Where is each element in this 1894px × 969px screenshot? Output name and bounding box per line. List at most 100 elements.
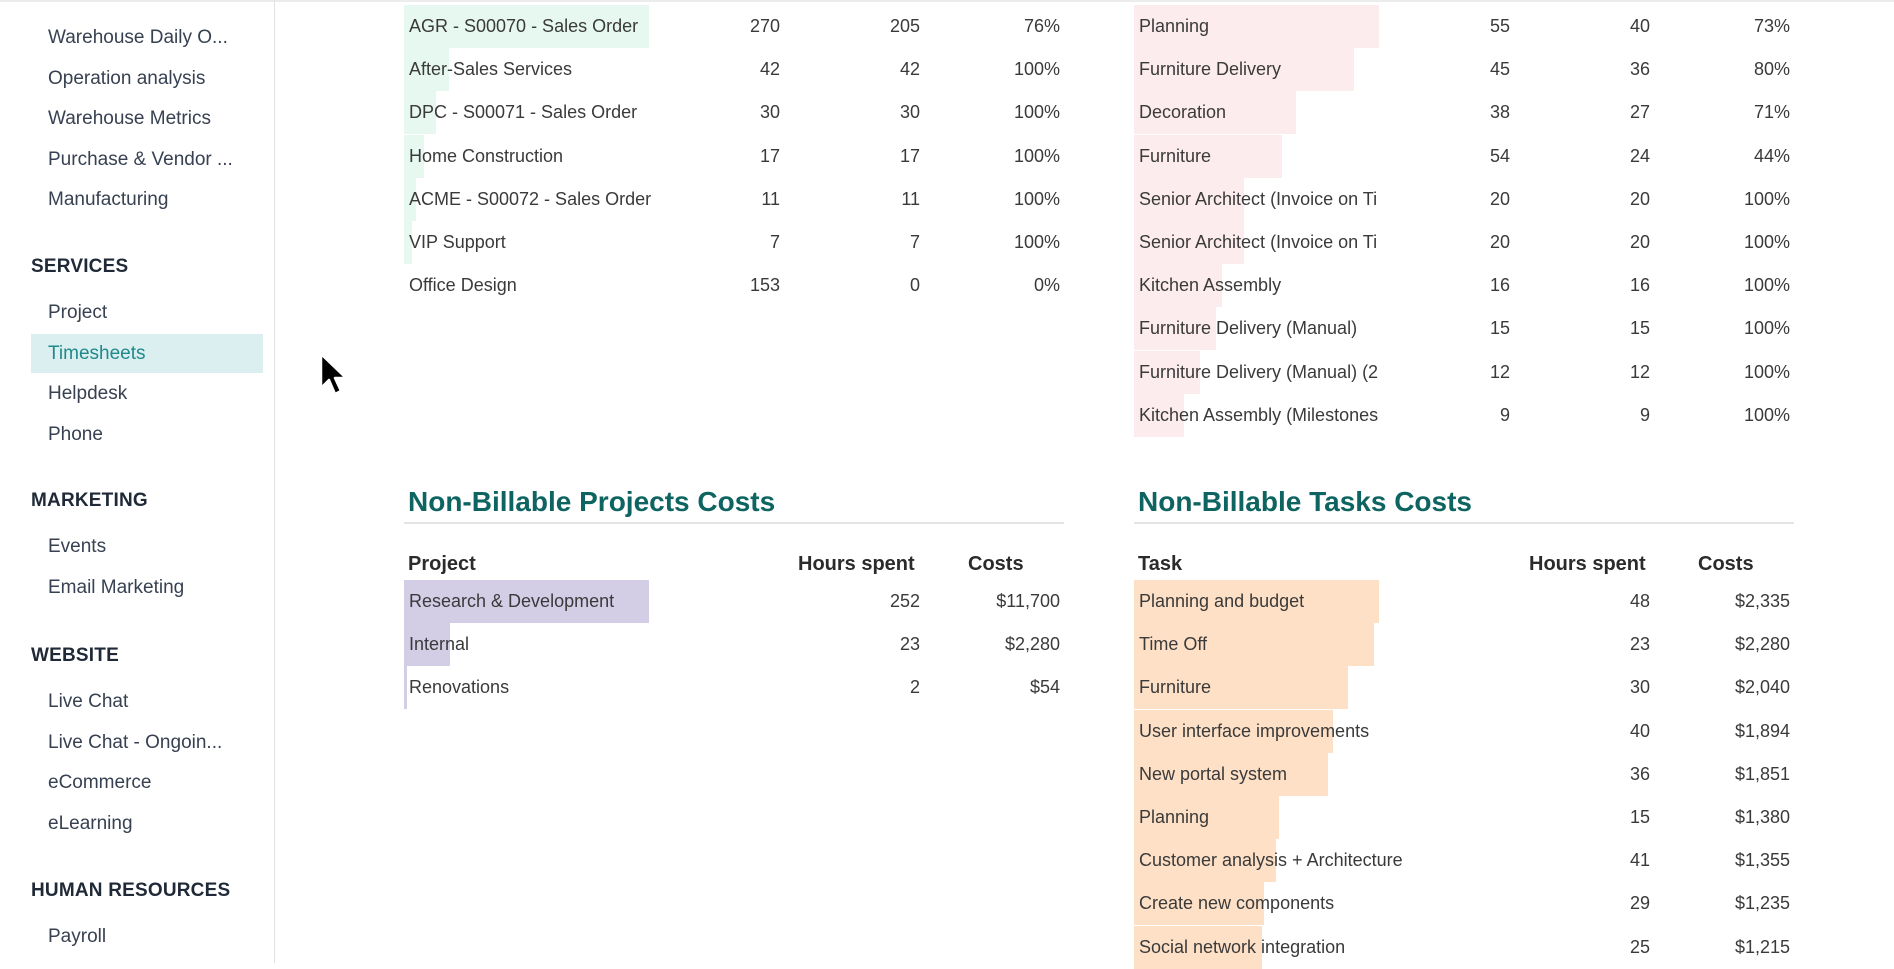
sidebar-item[interactable]: Manufacturing (48, 189, 169, 210)
row-name: Create new components (1139, 893, 1335, 914)
sidebar-item[interactable]: Warehouse Daily O... (48, 27, 228, 48)
cell-rate: 100% (1743, 232, 1790, 252)
column-header-project[interactable]: Project (408, 553, 476, 575)
column-header-costs[interactable]: Costs (968, 553, 1024, 575)
table-row[interactable]: Senior Architect (Invoice on Ti 20 20 100% (1134, 177, 1794, 221)
data-bar (404, 666, 407, 710)
data-bar (1134, 393, 1184, 437)
row-name: AGR - S00070 - Sales Order (409, 16, 639, 36)
table-row[interactable]: After-Sales Services 42 42 100% (404, 48, 1064, 92)
cell-costs: $2,040 (1734, 677, 1790, 698)
cell-billed: 7 (909, 232, 920, 252)
sidebar-item-timesheets[interactable]: Timesheets (31, 333, 263, 373)
data-bar (1134, 177, 1244, 221)
table-row[interactable]: Senior Architect (Invoice on Ti 20 20 100% (1134, 221, 1794, 264)
cell-billed: 15 (1629, 318, 1650, 339)
cell-hours: 29 (1629, 893, 1650, 914)
sidebar-section-heading: MARKETING (31, 490, 148, 511)
cell-rate: 44% (1753, 145, 1790, 166)
table-row[interactable]: Social network integration 25 $1,215 (1134, 925, 1794, 969)
sidebar-item[interactable]: Warehouse Metrics (48, 108, 211, 129)
row-name: Planning (1139, 16, 1210, 36)
cell-costs: $2,335 (1734, 591, 1790, 611)
table-row[interactable]: New portal system 36 $1,851 (1134, 752, 1794, 796)
cell-billed: 16 (1629, 275, 1650, 296)
cell-billed: 205 (889, 16, 920, 36)
cell-costs: $1,215 (1734, 936, 1790, 957)
sidebar-item-events[interactable]: Events (48, 536, 107, 557)
column-header-task[interactable]: Task (1138, 553, 1183, 575)
row-name: Customer analysis + Architecture (1139, 850, 1403, 871)
sidebar-item-helpdesk[interactable]: Helpdesk (48, 383, 128, 404)
sidebar-item-project[interactable]: Project (48, 302, 108, 323)
table-row[interactable]: Create new components 29 $1,235 (1134, 882, 1794, 926)
row-name: Furniture (1139, 145, 1212, 166)
cell-hours: 11 (761, 188, 780, 209)
cell-hours: 2 (909, 677, 920, 698)
sidebar-item-elearning[interactable]: eLearning (48, 812, 133, 834)
cell-rate: 73% (1753, 16, 1790, 36)
sidebar-item[interactable]: Operation analysis (48, 67, 206, 89)
row-name: Time Off (1139, 634, 1208, 655)
cell-hours: 55 (1489, 16, 1510, 36)
table-row[interactable]: Planning 15 $1,380 (1134, 796, 1794, 839)
table-row[interactable]: Planning 55 40 73% (1134, 5, 1794, 48)
cell-hours: 54 (1489, 145, 1510, 166)
sidebar-item-payroll[interactable]: Payroll (48, 926, 107, 947)
table-row[interactable]: Furniture Delivery (Manual) 15 15 100% (1134, 307, 1794, 351)
row-name: Furniture (1139, 677, 1212, 698)
table-row[interactable]: AGR - S00070 - Sales Order 270 205 76% (404, 5, 1064, 48)
table-row[interactable]: Kitchen Assembly (Milestones 9 9 100% (1134, 393, 1794, 437)
row-name: Senior Architect (Invoice on Ti (1139, 188, 1378, 209)
data-bar (404, 91, 436, 135)
table-row[interactable]: Home Construction 17 17 100% (404, 134, 1064, 178)
data-bar (1134, 5, 1379, 48)
cell-costs: $11,700 (996, 591, 1060, 611)
table-row[interactable]: Internal 23 $2,280 (404, 623, 1064, 667)
sidebar-item-phone[interactable]: Phone (48, 423, 103, 445)
sidebar-item[interactable]: Purchase & Vendor ... (48, 148, 233, 170)
cell-costs: $1,380 (1734, 807, 1790, 827)
cell-hours: 48 (1629, 591, 1650, 611)
table-row[interactable]: User interface improvements 40 $1,894 (1134, 709, 1794, 753)
mouse-cursor-icon (319, 352, 348, 396)
table-row[interactable]: ACME - S00072 - Sales Order 11 11 100% (404, 177, 1064, 221)
table-row[interactable]: Furniture 30 $2,040 (1134, 666, 1794, 710)
data-bar (1134, 307, 1216, 351)
table-row[interactable]: Research & Development 252 $11,700 (404, 580, 1064, 623)
table-row[interactable]: Decoration 38 27 71% (1134, 91, 1794, 135)
sidebar-item-ecommerce[interactable]: eCommerce (48, 772, 152, 793)
cell-hours: 36 (1629, 763, 1650, 784)
row-name: Senior Architect (Invoice on Ti (1139, 232, 1378, 252)
sidebar-item-live-chat-ongoin[interactable]: Live Chat - Ongoin... (48, 731, 223, 753)
column-header-hours-spent[interactable]: Hours spent (1529, 553, 1646, 575)
cell-rate: 71% (1753, 102, 1790, 123)
table-row[interactable]: VIP Support 7 7 100% (404, 221, 1064, 264)
table-row[interactable]: Renovations 2 $54 (404, 666, 1064, 710)
sidebar-item-live-chat[interactable]: Live Chat (48, 691, 129, 712)
cell-billed: 11 (901, 188, 920, 209)
cell-hours: 15 (1489, 318, 1510, 339)
table-row[interactable]: Kitchen Assembly 16 16 100% (1134, 264, 1794, 308)
column-header-costs[interactable]: Costs (1698, 553, 1754, 575)
cell-hours: 20 (1489, 232, 1510, 252)
table-row[interactable]: Furniture 54 24 44% (1134, 134, 1794, 178)
table-row[interactable]: Time Off 23 $2,280 (1134, 623, 1794, 667)
data-bar (404, 177, 416, 221)
row-name: DPC - S00071 - Sales Order (409, 102, 638, 123)
table-row[interactable]: Customer analysis + Architecture 41 $1,355 (1134, 839, 1794, 883)
cell-rate: 100% (1743, 275, 1790, 296)
cell-costs: $2,280 (1004, 634, 1060, 655)
row-name: Planning and budget (1139, 591, 1305, 611)
cell-rate: 100% (1743, 318, 1790, 339)
data-bar (1134, 221, 1244, 264)
table-row[interactable]: Office Design 153 0 0% (404, 264, 1064, 307)
table-row[interactable]: DPC - S00071 - Sales Order 30 30 100% (404, 91, 1064, 135)
table-row[interactable]: Furniture Delivery (Manual) (2 12 12 100% (1134, 350, 1794, 394)
table-row[interactable]: Furniture Delivery 45 36 80% (1134, 48, 1794, 92)
sidebar-menu: Warehouse Daily O... Operation analysis Wa… (0, 0, 275, 963)
column-header-hours-spent[interactable]: Hours spent (798, 553, 915, 575)
table-row[interactable]: Planning and budget 48 $2,335 (1134, 580, 1794, 623)
row-name: After-Sales Services (409, 59, 573, 80)
sidebar-item-email-marketing[interactable]: Email Marketing (48, 576, 185, 598)
